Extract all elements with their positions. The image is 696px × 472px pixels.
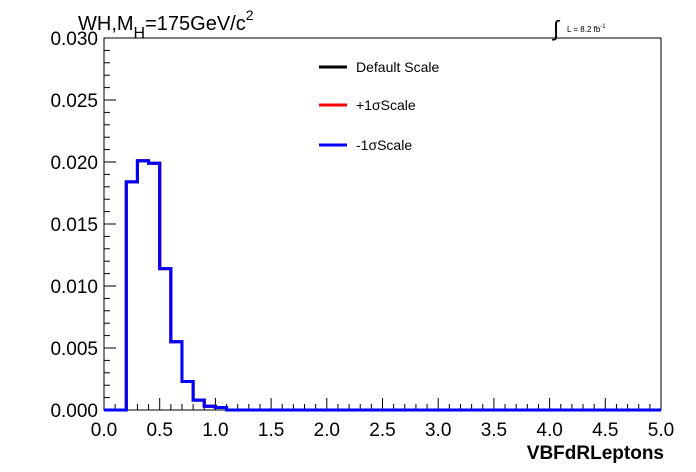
y-tick-label: 0.000 xyxy=(50,401,98,422)
x-tick-label: 1.5 xyxy=(258,420,284,441)
series-1 xyxy=(104,159,661,412)
series-line xyxy=(104,159,661,412)
x-tick-label: 3.0 xyxy=(425,420,451,441)
x-tick-label: 2.0 xyxy=(314,420,340,441)
y-tick-label: 0.025 xyxy=(50,91,98,112)
legend-label: -1σScale xyxy=(356,137,412,153)
x-tick-label: 1.0 xyxy=(202,420,228,441)
chart-title: WH,MH=175GeV/c2 xyxy=(78,7,254,42)
lumi-label: L = 8.2 fb-1 xyxy=(567,24,606,34)
title-mass: =175GeV/c xyxy=(145,13,246,35)
x-tick-label: 4.5 xyxy=(592,420,618,441)
y-tick-label: 0.020 xyxy=(50,153,98,174)
series-layer xyxy=(104,159,661,412)
title-subscript: H xyxy=(134,25,146,42)
y-tick-label: 0.015 xyxy=(50,215,98,236)
y-tick-label: 0.010 xyxy=(50,277,98,298)
series-line xyxy=(104,159,661,412)
x-axis-label: VBFdRLeptons xyxy=(527,443,664,464)
legend: Default Scale +1σScale -1σScale xyxy=(319,59,439,153)
x-tick-label: 4.0 xyxy=(536,420,562,441)
y-axis-ticks: 0.000 0.005 0.010 0.015 0.020 0.025 0.030 xyxy=(50,29,116,422)
legend-label: +1σScale xyxy=(356,97,416,113)
legend-label: Default Scale xyxy=(356,59,439,75)
x-tick-label: 0.5 xyxy=(146,420,172,441)
series-2 xyxy=(104,159,661,412)
lumi-superscript: -1 xyxy=(600,24,606,30)
x-tick-label: 5.0 xyxy=(648,420,674,441)
x-tick-label: 0.0 xyxy=(91,420,117,441)
plot-frame xyxy=(103,37,662,411)
title-superscript: 2 xyxy=(246,7,254,23)
integral-symbol: ∫ xyxy=(551,16,561,41)
series-3 xyxy=(104,159,661,412)
x-axis-ticks: 0.0 0.5 1.0 1.5 2.0 2.5 3.0 3.5 4.0 4.5 5.0 xyxy=(91,398,674,441)
series-line xyxy=(104,159,661,412)
x-tick-label: 3.5 xyxy=(481,420,507,441)
x-tick-label: 2.5 xyxy=(369,420,395,441)
y-tick-label: 0.005 xyxy=(50,339,98,360)
y-tick-label: 0.030 xyxy=(50,29,98,50)
